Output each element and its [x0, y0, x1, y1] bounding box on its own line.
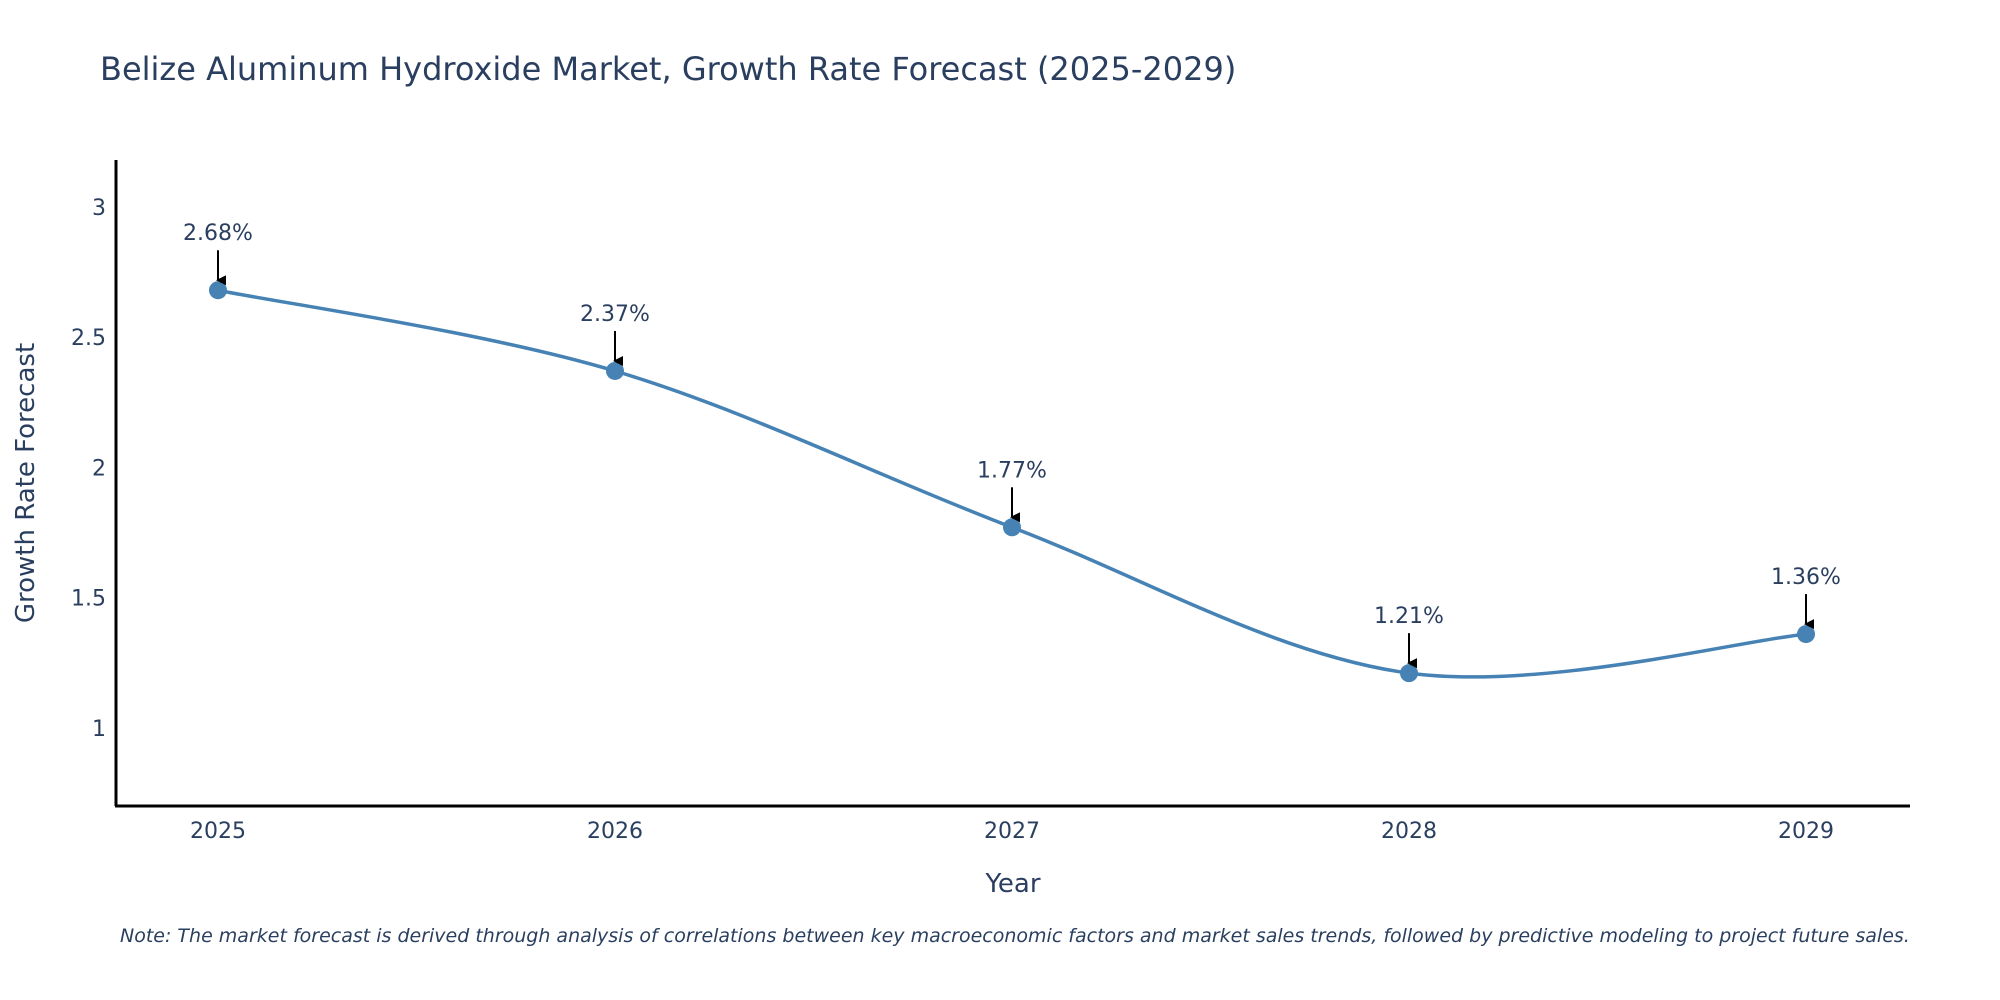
x-tick-label: 2025	[190, 819, 246, 844]
y-tick-label: 1	[92, 717, 106, 742]
data-point	[1400, 664, 1418, 683]
data-labels: 2.68% 2.37% 1.77% 1.21% 1.36%	[183, 221, 1841, 669]
data-label: 1.36%	[1771, 565, 1841, 590]
y-tick-label: 2	[92, 456, 106, 481]
x-tick-label: 2029	[1778, 819, 1834, 844]
data-label: 2.68%	[183, 221, 253, 246]
chart-title: Belize Aluminum Hydroxide Market, Growth…	[100, 50, 1236, 88]
y-tick-label: 1.5	[71, 587, 106, 612]
chart-note: Note: The market forecast is derived thr…	[120, 925, 1910, 947]
y-tick-label: 3	[92, 196, 106, 221]
x-tick-label: 2028	[1381, 819, 1437, 844]
data-point	[1003, 518, 1021, 537]
x-tick-label: 2026	[587, 819, 643, 844]
data-label: 2.37%	[580, 302, 650, 327]
series-growth-rate	[209, 281, 1815, 683]
data-label: 1.21%	[1374, 604, 1444, 629]
series-line	[217, 288, 1807, 679]
x-axis-title: Year	[984, 869, 1040, 899]
data-point	[1797, 625, 1815, 644]
y-tick-label: 2.5	[71, 326, 106, 351]
x-tick-label: 2027	[984, 819, 1040, 844]
y-axis: 1 1.5 2 2.5 3	[71, 160, 118, 806]
data-label: 1.77%	[977, 458, 1047, 483]
data-point	[209, 281, 227, 300]
x-axis: 2025 2026 2027 2028 2029	[115, 804, 1910, 844]
y-axis-title: Growth Rate Forecast	[11, 343, 41, 623]
data-point	[606, 361, 624, 380]
